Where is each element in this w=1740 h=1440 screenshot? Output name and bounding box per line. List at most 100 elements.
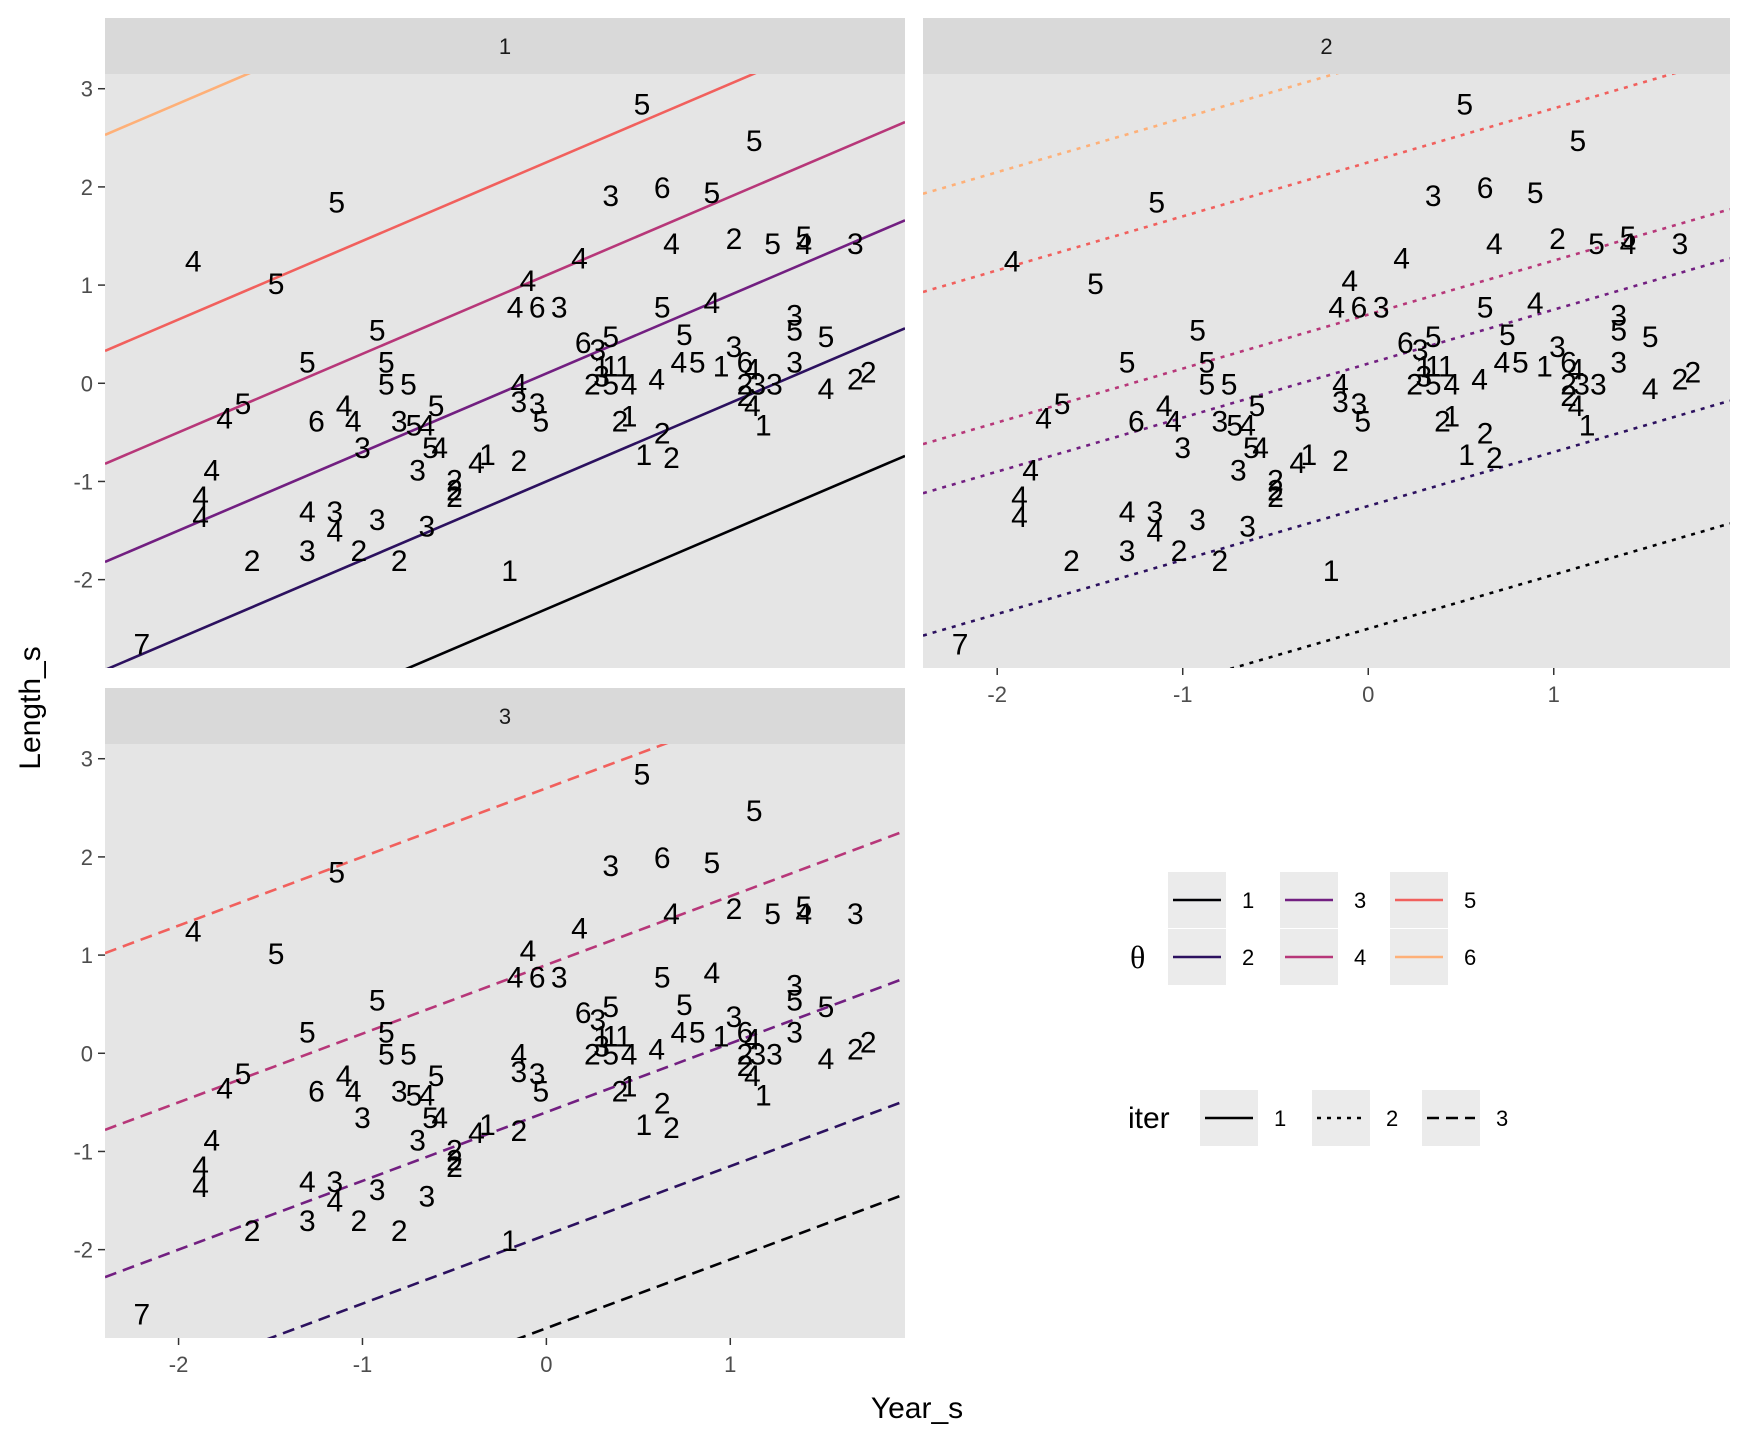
point-label: 3 bbox=[602, 180, 619, 213]
point-label: 5 bbox=[428, 1060, 445, 1093]
point-label: 5 bbox=[704, 847, 721, 880]
point-label: 5 bbox=[704, 177, 721, 210]
point-label: 4 bbox=[1035, 403, 1052, 436]
point-label: 5 bbox=[1527, 177, 1544, 210]
point-label: 1 bbox=[1536, 351, 1553, 384]
point-label: 4 bbox=[192, 1171, 209, 1204]
point-label: 2 bbox=[1063, 545, 1080, 578]
point-label: 5 bbox=[299, 1017, 316, 1050]
point-label: 3 bbox=[1672, 228, 1689, 261]
point-label: 5 bbox=[1119, 347, 1136, 380]
point-label: 3 bbox=[1610, 347, 1627, 380]
point-label: 3 bbox=[354, 432, 371, 465]
point-label: 3 bbox=[551, 962, 568, 995]
point-label: 2 bbox=[1171, 535, 1188, 568]
point-label: 2 bbox=[1267, 481, 1284, 514]
point-label: 3 bbox=[418, 1181, 435, 1214]
legend-label-iter-1: 1 bbox=[1274, 1106, 1286, 1131]
point-label: 4 bbox=[818, 1043, 835, 1076]
legend-label-theta-2: 2 bbox=[1242, 945, 1254, 970]
point-label: 5 bbox=[1249, 390, 1266, 423]
point-label: 4 bbox=[299, 1166, 316, 1199]
point-label: 1 bbox=[621, 1071, 638, 1104]
point-label: 2 bbox=[1549, 223, 1566, 256]
point-label: 7 bbox=[133, 1298, 150, 1331]
point-label: 2 bbox=[510, 1115, 527, 1148]
point-label: 6 bbox=[308, 406, 325, 439]
y-tick-label: 1 bbox=[81, 273, 93, 298]
x-tick-label: 1 bbox=[724, 1352, 736, 1377]
point-label: 2 bbox=[350, 1205, 367, 1238]
point-label: 5 bbox=[369, 984, 386, 1017]
point-label: 4 bbox=[704, 957, 721, 990]
point-label: 4 bbox=[1493, 347, 1510, 380]
point-label: 4 bbox=[1443, 368, 1460, 401]
point-label: 3 bbox=[786, 347, 803, 380]
point-label: 5 bbox=[378, 1038, 395, 1071]
point-label: 4 bbox=[621, 1038, 638, 1071]
point-label: 4 bbox=[216, 403, 233, 436]
panel-2-strip-label: 2 bbox=[1320, 34, 1332, 59]
point-label: 3 bbox=[1230, 455, 1247, 488]
point-label: 4 bbox=[663, 898, 680, 931]
point-label: 5 bbox=[1221, 368, 1238, 401]
y-tick-label: -2 bbox=[73, 1238, 93, 1263]
y-tick-label: 1 bbox=[81, 943, 93, 968]
panel-3-strip-label: 3 bbox=[499, 704, 511, 729]
point-label: 4 bbox=[185, 916, 202, 949]
x-tick-label: -1 bbox=[1173, 682, 1193, 707]
point-label: 4 bbox=[431, 1102, 448, 1135]
point-label: 4 bbox=[507, 292, 524, 325]
point-label: 5 bbox=[235, 388, 252, 421]
point-label: 5 bbox=[533, 406, 550, 439]
panel-1-strip-label: 1 bbox=[499, 34, 511, 59]
point-label: 6 bbox=[529, 292, 546, 325]
point-label: 2 bbox=[244, 1215, 261, 1248]
point-label: 5 bbox=[1610, 314, 1627, 347]
y-tick-label: 3 bbox=[81, 77, 93, 102]
point-label: 4 bbox=[670, 1017, 687, 1050]
point-label: 4 bbox=[621, 368, 638, 401]
point-label: 5 bbox=[654, 962, 671, 995]
point-label: 4 bbox=[796, 898, 813, 931]
x-tick-label: 0 bbox=[1362, 682, 1374, 707]
point-label: 2 bbox=[1332, 445, 1349, 478]
point-label: 3 bbox=[766, 1038, 783, 1071]
legend-theta: θ123456 bbox=[1130, 872, 1476, 985]
point-label: 4 bbox=[185, 246, 202, 279]
point-label: 4 bbox=[663, 228, 680, 261]
legend-label-theta-1: 1 bbox=[1242, 888, 1254, 913]
point-label: 3 bbox=[354, 1102, 371, 1135]
point-label: 5 bbox=[328, 187, 345, 220]
x-tick-label: -2 bbox=[169, 1352, 189, 1377]
point-label: 5 bbox=[746, 795, 763, 828]
point-label: 2 bbox=[1685, 356, 1702, 389]
legend-label-theta-3: 3 bbox=[1354, 888, 1366, 913]
point-label: 4 bbox=[571, 243, 588, 276]
point-label: 5 bbox=[689, 347, 706, 380]
point-label: 4 bbox=[1527, 287, 1544, 320]
point-label: 5 bbox=[764, 228, 781, 261]
point-label: 5 bbox=[818, 991, 835, 1024]
point-label: 5 bbox=[746, 125, 763, 158]
point-label: 1 bbox=[1301, 439, 1318, 472]
y-tick-label: 3 bbox=[81, 747, 93, 772]
y-tick-label: -1 bbox=[73, 469, 93, 494]
point-label: 4 bbox=[571, 913, 588, 946]
point-label: 5 bbox=[689, 1017, 706, 1050]
point-label: 5 bbox=[634, 88, 651, 121]
legend-label-theta-6: 6 bbox=[1464, 945, 1476, 970]
point-label: 5 bbox=[235, 1058, 252, 1091]
point-label: 3 bbox=[369, 504, 386, 537]
point-label: 4 bbox=[648, 1033, 665, 1066]
point-label: 1 bbox=[1579, 410, 1596, 443]
point-label: 3 bbox=[409, 1125, 426, 1158]
point-label: 3 bbox=[299, 535, 316, 568]
point-label: 3 bbox=[1239, 511, 1256, 544]
point-label: 5 bbox=[602, 1038, 619, 1071]
point-label: 5 bbox=[400, 1038, 417, 1071]
point-label: 5 bbox=[764, 898, 781, 931]
point-label: 4 bbox=[648, 363, 665, 396]
point-label: 5 bbox=[299, 347, 316, 380]
